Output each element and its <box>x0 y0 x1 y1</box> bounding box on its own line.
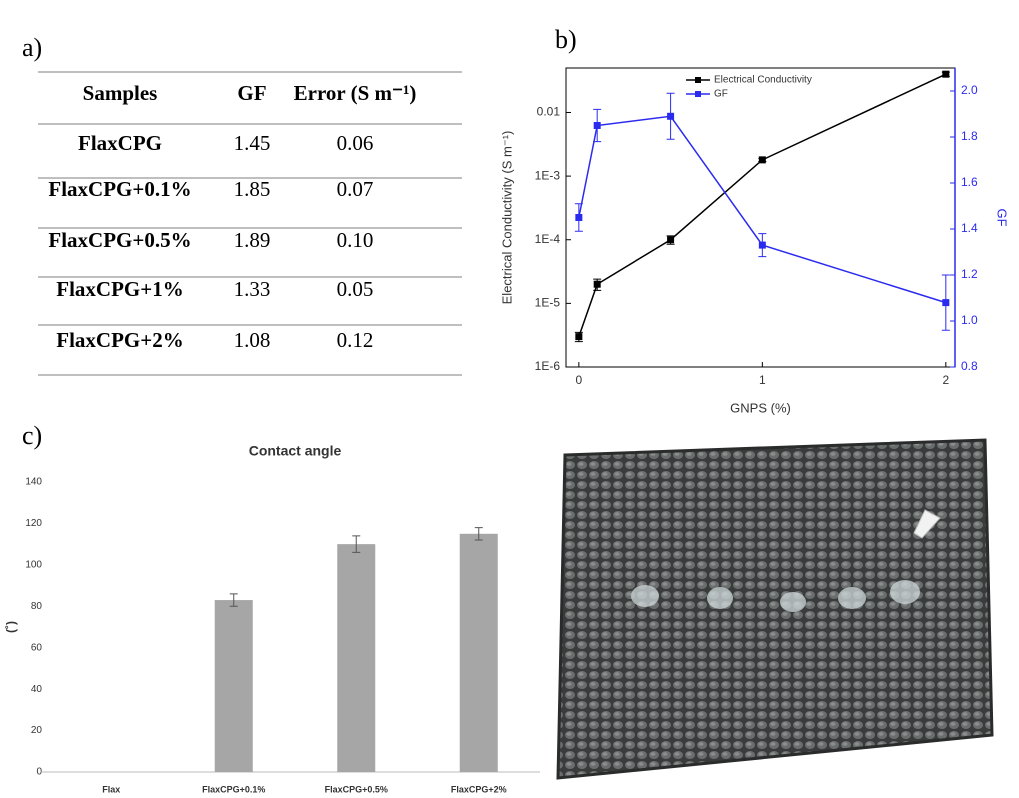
droplet <box>890 580 920 604</box>
plot-frame <box>565 67 956 368</box>
table-cell: 1.85 <box>234 177 271 201</box>
y2-tick-label: 0.8 <box>961 359 978 373</box>
table-cell: 1.08 <box>234 328 271 352</box>
table-cell: 1.33 <box>234 277 271 301</box>
y-tick-label: 140 <box>25 477 42 488</box>
table-cell: FlaxCPG+0.5% <box>48 228 191 252</box>
table-cell: FlaxCPG+2% <box>56 328 183 352</box>
fabric <box>558 440 992 778</box>
table-cell: FlaxCPG+0.1% <box>48 177 191 201</box>
y2-tick-label: 1.2 <box>961 267 978 281</box>
marker <box>942 299 950 307</box>
y-tick-label: 1E-6 <box>535 359 561 373</box>
x-tick-label: 2 <box>942 373 949 387</box>
table-cell: 1.89 <box>234 228 271 252</box>
table-header: GF <box>237 81 266 105</box>
table-cell: 0.07 <box>337 177 374 201</box>
table-cell: FlaxCPG+1% <box>56 277 183 301</box>
y2-tick-label: 1.8 <box>961 129 978 143</box>
bar <box>337 544 376 772</box>
droplet <box>707 587 733 609</box>
y-axis-label: Electrical Conductivity (S m⁻¹) <box>499 131 514 305</box>
y2-tick-label: 1.0 <box>961 313 978 327</box>
marker <box>667 112 675 120</box>
y-tick-label: 0.01 <box>537 105 561 119</box>
table-cell: 0.05 <box>337 277 374 301</box>
y2-axis-label: GF <box>995 208 1010 226</box>
droplet <box>838 587 866 609</box>
chart-title: Contact angle <box>249 443 342 459</box>
pipette-tip <box>913 509 941 539</box>
series-line <box>578 115 947 304</box>
panel-label: a) <box>22 33 42 62</box>
y-tick-label: 0 <box>36 767 42 778</box>
y2-tick-label: 2.0 <box>961 83 978 97</box>
x-axis-label: GNPS (%) <box>730 400 791 415</box>
bar <box>214 600 253 772</box>
x-tick-label: 1 <box>759 373 766 387</box>
photo <box>556 438 994 780</box>
series-line <box>578 73 947 337</box>
x-tick-label: FlaxCPG+2% <box>451 784 507 794</box>
droplet <box>631 585 659 607</box>
table-cell: 0.12 <box>337 328 374 352</box>
legend-marker <box>695 91 701 97</box>
y-tick-label: 100 <box>25 559 42 570</box>
y2-tick-label: 1.6 <box>961 175 978 189</box>
legend-label: GF <box>714 89 728 100</box>
y-axis-label: (˚) <box>4 621 18 633</box>
y-tick-label: 60 <box>31 642 43 653</box>
table-cell: FlaxCPG <box>78 131 162 155</box>
x-tick-label: 0 <box>576 373 583 387</box>
marker <box>758 156 766 164</box>
error-bar <box>474 527 483 541</box>
marker <box>593 280 601 288</box>
marker <box>593 122 601 129</box>
table-cell: 0.06 <box>337 131 374 155</box>
x-tick-label: FlaxCPG+0.1% <box>202 784 265 794</box>
marker <box>575 333 583 341</box>
error-bar <box>352 535 361 553</box>
y-tick-label: 80 <box>31 601 43 612</box>
y-tick-label: 1E-5 <box>535 296 561 310</box>
y-tick-label: 1E-4 <box>535 232 561 246</box>
y-tick-label: 40 <box>31 684 43 695</box>
x-tick-label: FlaxCPG+0.5% <box>325 784 388 794</box>
table-header: Error (S m⁻¹) <box>294 81 417 105</box>
legend-label: Electrical Conductivity <box>714 75 812 86</box>
marker <box>758 241 766 249</box>
fabric-edge <box>556 438 994 780</box>
marker <box>942 70 950 78</box>
y2-tick-label: 1.4 <box>961 221 978 235</box>
legend-marker <box>695 77 701 83</box>
table-cell: 0.10 <box>337 228 374 252</box>
y-tick-label: 20 <box>31 725 43 736</box>
marker <box>575 214 583 221</box>
table-cell: 1.45 <box>234 131 271 155</box>
error-bar <box>229 593 238 607</box>
table-header: Samples <box>83 81 158 105</box>
bar <box>459 533 498 772</box>
y-tick-label: 1E-3 <box>535 168 561 182</box>
droplet <box>780 592 806 612</box>
y-tick-label: 120 <box>25 518 42 529</box>
panel-label: c) <box>22 421 42 450</box>
marker <box>667 236 675 244</box>
x-tick-label: Flax <box>102 784 120 794</box>
panel-label: b) <box>555 25 577 54</box>
